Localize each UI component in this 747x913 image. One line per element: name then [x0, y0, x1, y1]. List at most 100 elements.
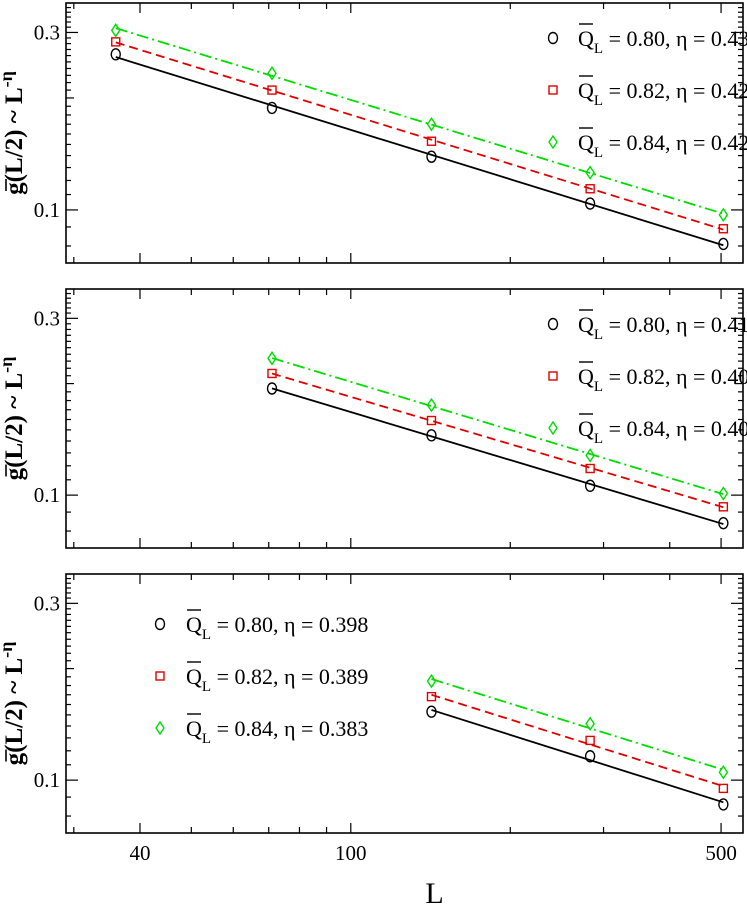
- legend-marker-square: [155, 671, 165, 681]
- legend-values: = 0.80, η = 0.410: [603, 312, 747, 337]
- legend-marker-diamond: [548, 420, 558, 436]
- legend-values: = 0.82, η = 0.428: [603, 78, 747, 103]
- data-point-circle: [110, 48, 121, 61]
- data-point-diamond: [718, 207, 729, 223]
- data-point-diamond: [110, 23, 121, 38]
- x-tick-label: 100: [335, 841, 367, 865]
- y-axis-label-base: g(L/2) ~ L: [1, 658, 28, 765]
- plot-frame: [65, 288, 744, 549]
- series-q082: [111, 37, 729, 234]
- data-point-circle: [266, 101, 278, 115]
- data-point-diamond: [585, 165, 595, 180]
- legend-values: = 0.80, η = 0.431: [603, 26, 747, 51]
- fit-line: [115, 56, 724, 247]
- data-point-circle: [584, 750, 596, 763]
- data-point-diamond: [426, 116, 437, 132]
- y-axis-label-exponent: -η: [0, 357, 16, 373]
- legend-label: QL = 0.80, η = 0.431: [578, 26, 747, 57]
- y-axis-label: g(L/2) ~ L-η: [0, 357, 28, 481]
- legend-item: QL = 0.84, η = 0.424: [548, 127, 747, 161]
- x-ticks: [73, 289, 722, 548]
- legend-label: QL = 0.84, η = 0.383: [186, 716, 368, 747]
- data-point-diamond: [267, 66, 277, 81]
- legend-values: = 0.84, η = 0.406: [603, 416, 747, 441]
- data-point-circle: [426, 150, 437, 163]
- data-point-diamond: [426, 397, 437, 413]
- y-axis-label-exponent: -η: [0, 642, 16, 658]
- y-tick-label: 0.1: [34, 483, 60, 507]
- legend-item: QL = 0.80, η = 0.398: [154, 609, 368, 643]
- legend-q-symbol: Q: [578, 26, 594, 51]
- data-point-diamond: [426, 673, 437, 689]
- legend-q-subscript: L: [594, 93, 603, 109]
- legend-item: QL = 0.80, η = 0.410: [547, 309, 747, 343]
- legend-marker-diamond: [155, 720, 165, 736]
- x-tick-label: 500: [705, 841, 737, 865]
- fit-line: [431, 693, 724, 788]
- legend-values: = 0.80, η = 0.398: [211, 612, 368, 637]
- series-q080: [266, 382, 729, 530]
- data-point-circle: [266, 382, 278, 395]
- data-point-square: [426, 691, 437, 702]
- series-q080: [110, 48, 729, 251]
- legend-q-subscript: L: [202, 679, 211, 695]
- legend-q-subscript: L: [594, 431, 603, 447]
- data-point-circle: [426, 429, 437, 442]
- fit-line: [431, 678, 724, 771]
- fit-line: [271, 372, 724, 509]
- legend-item: QL = 0.80, η = 0.431: [547, 23, 747, 57]
- data-point-square: [426, 136, 437, 146]
- y-tick-label: 0.1: [34, 768, 60, 792]
- fit-line: [115, 41, 724, 231]
- fit-line: [431, 709, 724, 804]
- x-ticks: [73, 574, 722, 833]
- legend-q-symbol: Q: [578, 130, 594, 155]
- y-tick-label: 0.3: [34, 591, 60, 615]
- legend-label: QL = 0.82, η = 0.389: [186, 664, 368, 695]
- legend-marker-square: [548, 85, 558, 95]
- data-point-diamond: [267, 351, 277, 366]
- y-ticks: [66, 292, 743, 532]
- series-q080: [426, 705, 729, 811]
- series-q082: [426, 691, 729, 794]
- data-point-circle: [718, 798, 729, 811]
- y-axis-label-base: g(L/2) ~ L: [1, 87, 28, 194]
- data-point-square: [267, 85, 277, 95]
- data-point-square: [718, 224, 729, 234]
- legend-item: QL = 0.82, η = 0.405: [548, 361, 747, 395]
- y-tick-label: 0.3: [34, 20, 60, 44]
- x-tick-label: 40: [129, 841, 150, 865]
- legend-q-subscript: L: [594, 145, 603, 161]
- legend-item: QL = 0.82, η = 0.389: [155, 661, 368, 695]
- data-point-square: [267, 368, 277, 379]
- legend-marker-diamond: [548, 134, 558, 150]
- y-axis-label: g(L/2) ~ L-η: [0, 71, 28, 195]
- legend-values: = 0.82, η = 0.389: [211, 664, 368, 689]
- legend-q-symbol: Q: [186, 716, 202, 741]
- series-q084: [426, 673, 729, 780]
- legend-values: = 0.84, η = 0.424: [603, 130, 747, 155]
- x-ticks: [73, 3, 722, 263]
- legend-label: QL = 0.84, η = 0.406: [578, 416, 747, 447]
- y-ticks: [66, 577, 743, 817]
- y-ticks: [66, 6, 743, 247]
- data-point-square: [585, 735, 595, 746]
- y-tick-label: 0.1: [34, 198, 60, 222]
- data-point-diamond: [718, 486, 729, 501]
- plot-frame: [65, 2, 744, 264]
- legend-label: QL = 0.80, η = 0.410: [578, 312, 747, 343]
- legend-item: QL = 0.84, η = 0.406: [548, 413, 747, 447]
- y-axis-label: g(L/2) ~ L-η: [0, 642, 28, 766]
- x-axis-label: L: [425, 877, 443, 910]
- legend-q-subscript: L: [202, 627, 211, 643]
- series-q082: [267, 368, 729, 512]
- legend-marker-circle: [547, 31, 559, 45]
- plot-frame: [65, 573, 744, 834]
- data-point-circle: [718, 237, 729, 251]
- legend-q-symbol: Q: [578, 416, 594, 441]
- data-point-square: [718, 783, 729, 794]
- legend-label: QL = 0.82, η = 0.405: [578, 364, 747, 395]
- y-tick-label: 0.3: [34, 306, 60, 330]
